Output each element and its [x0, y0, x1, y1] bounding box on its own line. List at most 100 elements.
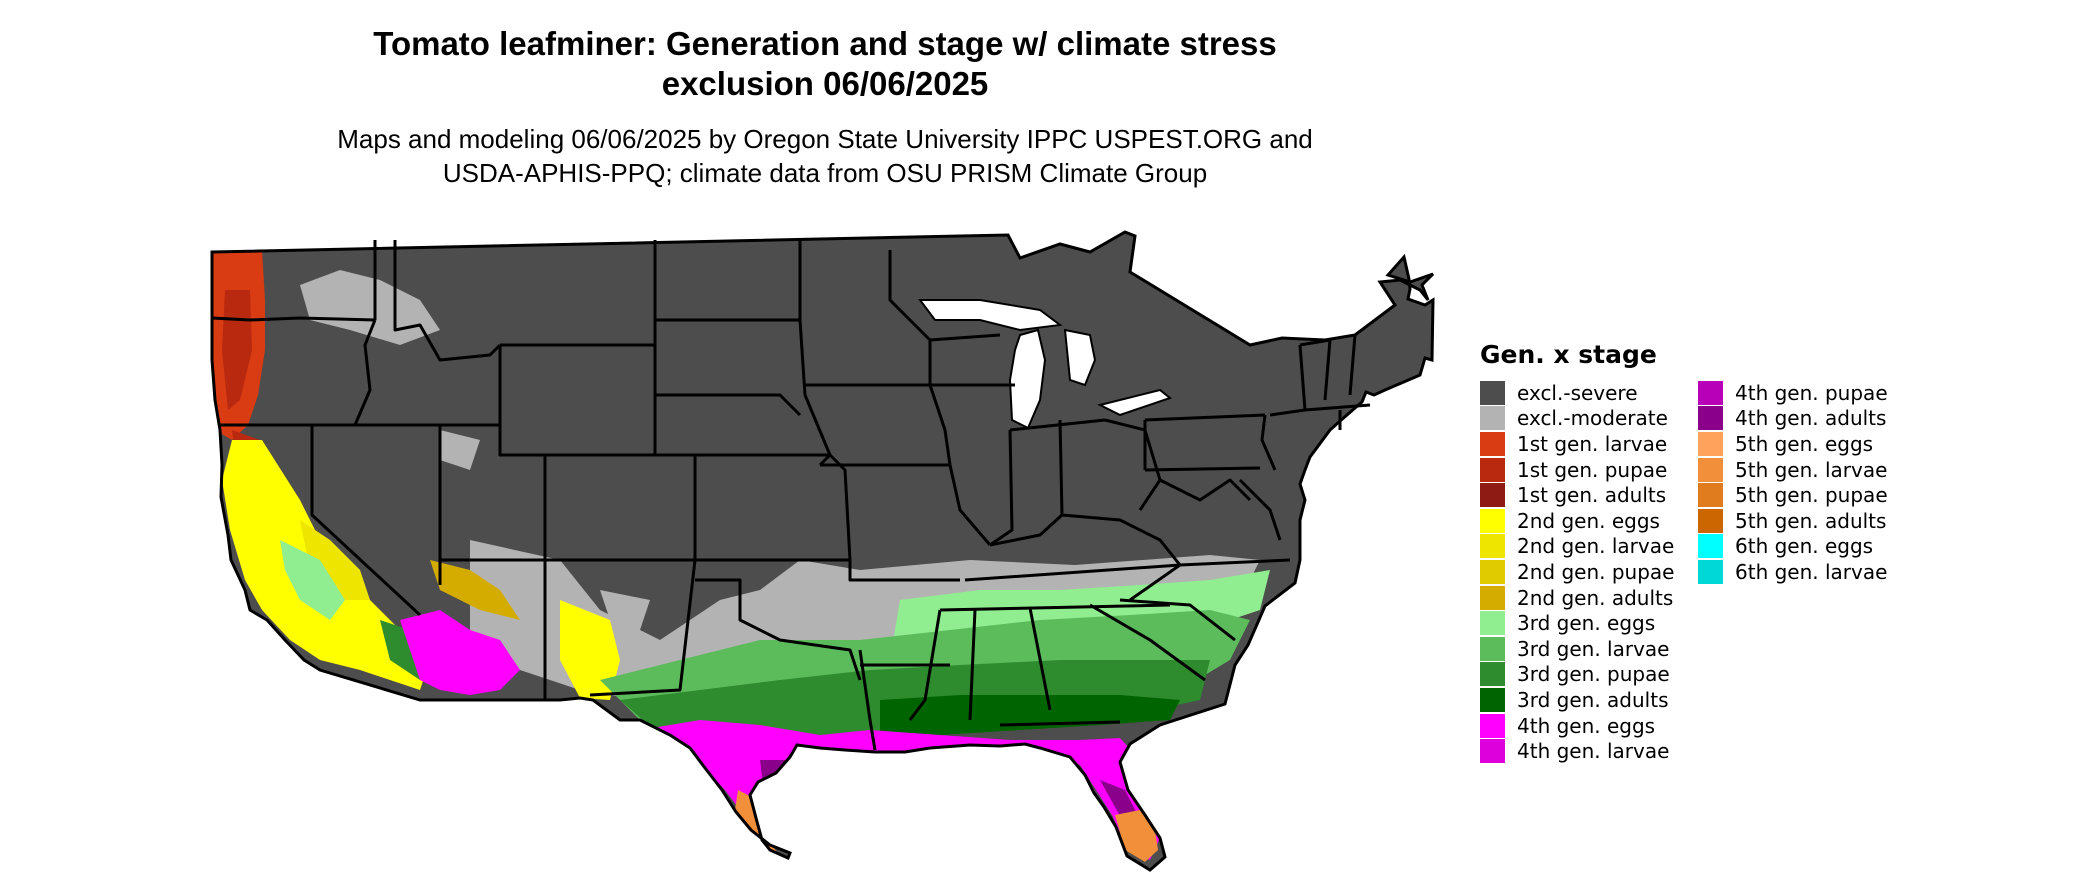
legend-swatch [1480, 457, 1505, 482]
boundary-nh-me [1348, 334, 1357, 396]
boundary-ut-wy-co [440, 423, 547, 560]
legend-column-2: 4th gen. pupae 4th gen. adults 5th gen. eg… [1698, 380, 1888, 585]
lake-superior [918, 299, 1063, 332]
legend-item: excl.-moderate [1480, 406, 1674, 432]
boundary-in-oh [1058, 419, 1064, 516]
legend-item: 3rd gen. larvae [1480, 636, 1674, 662]
legend-item: 5th gen. larvae [1698, 457, 1888, 483]
zone-1st-gen-pupae [222, 290, 262, 480]
legend-label: 1st gen. larvae [1517, 431, 1668, 456]
legend-label: 3rd gen. eggs [1517, 611, 1656, 636]
legend-label: 5th gen. larvae [1735, 457, 1888, 482]
subtitle-line-2: USDA-APHIS-PPQ; climate data from OSU PR… [442, 158, 1208, 188]
boundary-la-tx [858, 649, 877, 751]
boundary-oh-wv [1104, 418, 1162, 511]
zone-moderate-exclusion-south [470, 540, 1260, 700]
zone-5th-gen-larvae [735, 790, 1158, 862]
boundary-ma-ct-ri [1304, 403, 1371, 412]
boundary-md-va [1238, 478, 1282, 541]
legend-item: 4th gen. adults [1698, 406, 1888, 432]
boundary-ca-nv [310, 425, 422, 617]
legend-swatch [1480, 559, 1505, 584]
legend-item: 2nd gen. adults [1480, 585, 1674, 611]
boundary-nc-sc [1119, 598, 1236, 642]
boundary-id-mt [393, 240, 502, 362]
subtitle-line-1: Maps and modeling 06/06/2025 by Oregon S… [337, 124, 1313, 154]
boundary-ms-al [968, 609, 977, 721]
boundary-tn-nc [1129, 563, 1181, 602]
boundary-ky-tn [964, 563, 1181, 582]
legend-swatch [1480, 713, 1505, 738]
legend-item: 6th gen. larvae [1698, 559, 1888, 585]
boundary-nd-mn [798, 240, 807, 396]
boundary-ok-tx [695, 578, 862, 681]
boundary-wv-va [1159, 478, 1252, 502]
legend-label: 4th gen. pupae [1735, 380, 1888, 405]
zone-3rd-gen-adults [880, 695, 1180, 735]
boundary-in-ky [989, 513, 1064, 547]
boundary-or-id [353, 319, 377, 426]
legend-swatch [1698, 559, 1723, 584]
zone-4th-gen-eggs-gulf [640, 720, 1160, 860]
legend-label: 2nd gen. larvae [1517, 534, 1675, 559]
legend-title: Gen. x stage [1480, 340, 1657, 369]
boundary-ks-mo [828, 453, 852, 561]
legend-label: 5th gen. pupae [1735, 483, 1888, 508]
boundary-pa-md [1144, 466, 1261, 472]
legend-label: 6th gen. larvae [1735, 559, 1888, 584]
boundary-ut-co-az-nm [438, 558, 545, 585]
legend-swatch [1480, 739, 1505, 764]
legend-item: 1st gen. adults [1480, 482, 1674, 508]
legend-swatch [1698, 380, 1723, 405]
legend-swatch [1480, 687, 1505, 712]
boundary-ky-wv-va [1061, 513, 1182, 566]
legend-column-1: excl.-severe excl.-moderate 1st gen. larva… [1480, 380, 1674, 764]
zone-2nd-gen-eggs [222, 440, 620, 700]
legend-label: 6th gen. eggs [1735, 534, 1874, 559]
great-lakes [918, 299, 1173, 430]
legend-swatch [1480, 483, 1505, 508]
legend-label: excl.-moderate [1517, 406, 1668, 431]
boundary-va-nc [1179, 558, 1291, 567]
legend-item: 2nd gen. larvae [1480, 534, 1674, 560]
legend-label: 1st gen. adults [1517, 483, 1667, 508]
legend-swatch [1480, 534, 1505, 559]
legend-item: 4th gen. larvae [1480, 738, 1674, 764]
legend-item: 3rd gen. pupae [1480, 662, 1674, 688]
zone-moderate-exclusion-basin [440, 430, 650, 630]
legend-swatch [1698, 406, 1723, 431]
legend-item: 3rd gen. eggs [1480, 610, 1674, 636]
legend-swatch [1698, 457, 1723, 482]
lake-huron [1063, 328, 1097, 387]
lake-erie [1097, 388, 1173, 417]
boundary-wa-or [211, 316, 376, 322]
legend-label: 2nd gen. pupae [1517, 559, 1675, 584]
legend-item: 5th gen. pupae [1698, 482, 1888, 508]
boundary-il-in [989, 429, 1014, 547]
boundary-wi-mi [929, 333, 1001, 342]
legend-label: 4th gen. eggs [1517, 713, 1656, 738]
boundary-vt-nh [1299, 338, 1332, 401]
legend-item: 6th gen. eggs [1698, 534, 1888, 560]
legend-swatch [1480, 662, 1505, 687]
stage-zones [212, 250, 1270, 870]
zone-moderate-exclusion-northwest [300, 270, 440, 345]
legend-label: 5th gen. eggs [1735, 431, 1874, 456]
legend-label: 5th gen. adults [1735, 508, 1887, 533]
zone-2nd-gen-larvae [300, 520, 370, 600]
boundary-ms-la [908, 609, 942, 721]
state-boundaries [211, 240, 1371, 751]
map-subtitle: Maps and modeling 06/06/2025 by Oregon S… [240, 122, 1410, 190]
legend-label: 2nd gen. eggs [1517, 508, 1660, 533]
boundary-ia-il [928, 384, 952, 466]
legend-swatch [1480, 585, 1505, 610]
legend-swatch [1480, 431, 1505, 456]
legend-item: excl.-severe [1480, 380, 1674, 406]
legend-swatch [1480, 611, 1505, 636]
legend-swatch [1480, 508, 1505, 533]
legend-swatch [1698, 508, 1723, 533]
boundary-tn-south [939, 603, 1171, 612]
boundary-ga-sc-nc [1089, 603, 1206, 682]
legend-swatch [1480, 636, 1505, 661]
